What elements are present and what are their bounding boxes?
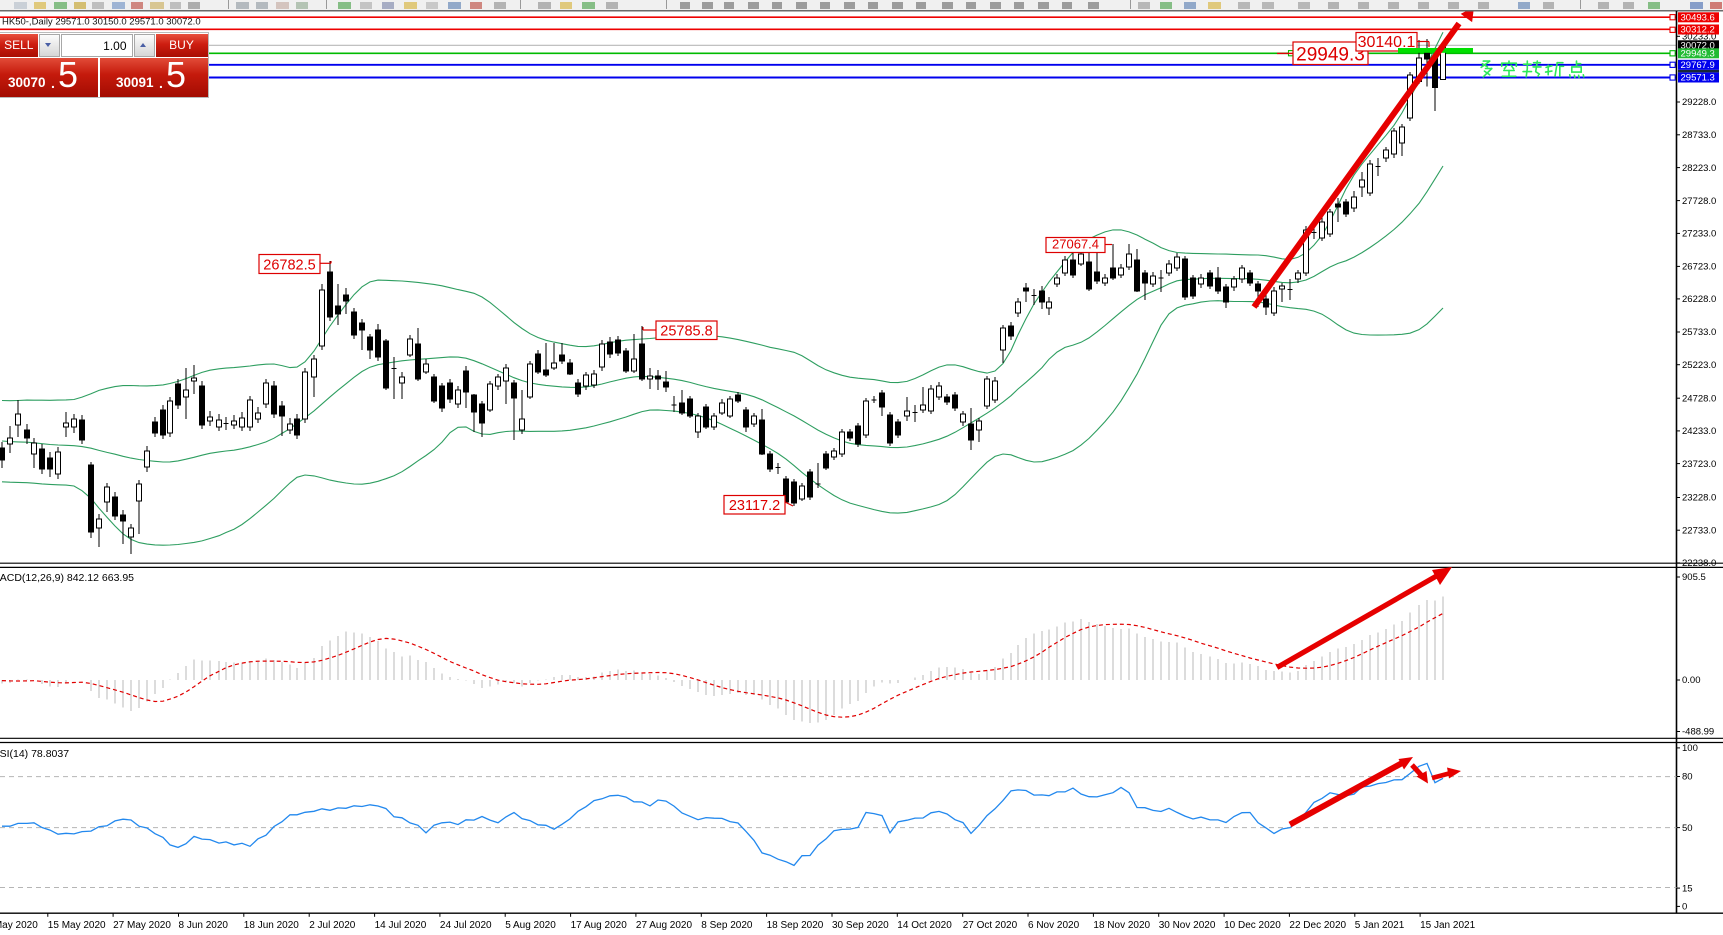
svg-text:27 Oct 2020: 27 Oct 2020 — [963, 920, 1018, 931]
svg-text:29949.3: 29949.3 — [1296, 45, 1365, 66]
svg-text:30 Sep 2020: 30 Sep 2020 — [832, 920, 889, 931]
svg-text:0.00: 0.00 — [1682, 675, 1701, 686]
svg-text:30 Nov 2020: 30 Nov 2020 — [1159, 920, 1216, 931]
svg-text:2 Jul 2020: 2 Jul 2020 — [309, 920, 356, 931]
svg-text:15 May 2020: 15 May 2020 — [48, 920, 106, 931]
svg-text:23723.0: 23723.0 — [1682, 459, 1716, 470]
svg-text:18 Sep 2020: 18 Sep 2020 — [767, 920, 824, 931]
svg-text:27067.4: 27067.4 — [1052, 237, 1099, 252]
svg-text:6 Nov 2020: 6 Nov 2020 — [1028, 920, 1080, 931]
svg-text:24 Jul 2020: 24 Jul 2020 — [440, 920, 492, 931]
svg-text:5 Jan 2021: 5 Jan 2021 — [1355, 920, 1405, 931]
svg-text:26782.5: 26782.5 — [263, 258, 315, 274]
svg-text:27 Aug 2020: 27 Aug 2020 — [636, 920, 693, 931]
svg-text:50: 50 — [1682, 823, 1693, 834]
svg-text:22733.0: 22733.0 — [1682, 525, 1716, 536]
svg-text:22238.0: 22238.0 — [1682, 558, 1716, 569]
svg-text:30493.6: 30493.6 — [1681, 13, 1715, 24]
svg-text:HK50-,Daily 29571.0 30150.0 2: HK50-,Daily 29571.0 30150.0 29571.0 3007… — [2, 16, 201, 27]
svg-text:26228.0: 26228.0 — [1682, 294, 1716, 305]
svg-text:5 May 2020: 5 May 2020 — [0, 920, 38, 931]
svg-text:5 Aug 2020: 5 Aug 2020 — [505, 920, 556, 931]
svg-text:29571.3: 29571.3 — [1681, 73, 1715, 84]
svg-text:27728.0: 27728.0 — [1682, 196, 1716, 207]
svg-text:905.5: 905.5 — [1682, 572, 1706, 583]
svg-text:28223.0: 28223.0 — [1682, 163, 1716, 174]
svg-text:30072.0: 30072.0 — [1681, 41, 1715, 52]
svg-text:14 Oct 2020: 14 Oct 2020 — [897, 920, 952, 931]
svg-text:0: 0 — [1682, 902, 1687, 913]
svg-text:15 Jan 2021: 15 Jan 2021 — [1420, 920, 1475, 931]
svg-text:-488.99: -488.99 — [1682, 727, 1714, 738]
svg-text:10 Dec 2020: 10 Dec 2020 — [1224, 920, 1281, 931]
svg-text:30233.0: 30233.0 — [1682, 32, 1716, 43]
svg-text:23117.2: 23117.2 — [729, 498, 780, 514]
svg-text:30312.2: 30312.2 — [1681, 25, 1715, 36]
svg-text:29949.3: 29949.3 — [1681, 49, 1715, 60]
svg-text:8 Sep 2020: 8 Sep 2020 — [701, 920, 753, 931]
svg-text:80: 80 — [1682, 772, 1693, 783]
svg-text:25223.0: 25223.0 — [1682, 360, 1716, 371]
svg-text:27 May 2020: 27 May 2020 — [113, 920, 171, 931]
svg-text:26723.0: 26723.0 — [1682, 262, 1716, 273]
svg-text:30140.1: 30140.1 — [1358, 34, 1416, 51]
svg-text:27233.0: 27233.0 — [1682, 229, 1716, 240]
svg-text:28733.0: 28733.0 — [1682, 130, 1716, 141]
svg-text:14 Jul 2020: 14 Jul 2020 — [375, 920, 427, 931]
svg-text:18 Jun 2020: 18 Jun 2020 — [244, 920, 299, 931]
svg-text:29228.0: 29228.0 — [1682, 97, 1716, 108]
svg-text:18 Nov 2020: 18 Nov 2020 — [1093, 920, 1150, 931]
svg-text:23228.0: 23228.0 — [1682, 493, 1716, 504]
svg-text:15: 15 — [1682, 883, 1693, 894]
svg-text:RSI(14) 78.8037: RSI(14) 78.8037 — [0, 748, 69, 760]
svg-text:24233.0: 24233.0 — [1682, 426, 1716, 437]
svg-text:100: 100 — [1682, 743, 1698, 754]
svg-text:17 Aug 2020: 17 Aug 2020 — [571, 920, 628, 931]
svg-text:22 Dec 2020: 22 Dec 2020 — [1289, 920, 1346, 931]
svg-text:8 Jun 2020: 8 Jun 2020 — [179, 920, 229, 931]
svg-text:25785.8: 25785.8 — [660, 324, 712, 340]
svg-text:25733.0: 25733.0 — [1682, 327, 1716, 338]
svg-text:24728.0: 24728.0 — [1682, 393, 1716, 404]
svg-text:MACD(12,26,9) 842.12 663.95: MACD(12,26,9) 842.12 663.95 — [0, 572, 134, 584]
svg-text:29767.9: 29767.9 — [1681, 60, 1715, 71]
